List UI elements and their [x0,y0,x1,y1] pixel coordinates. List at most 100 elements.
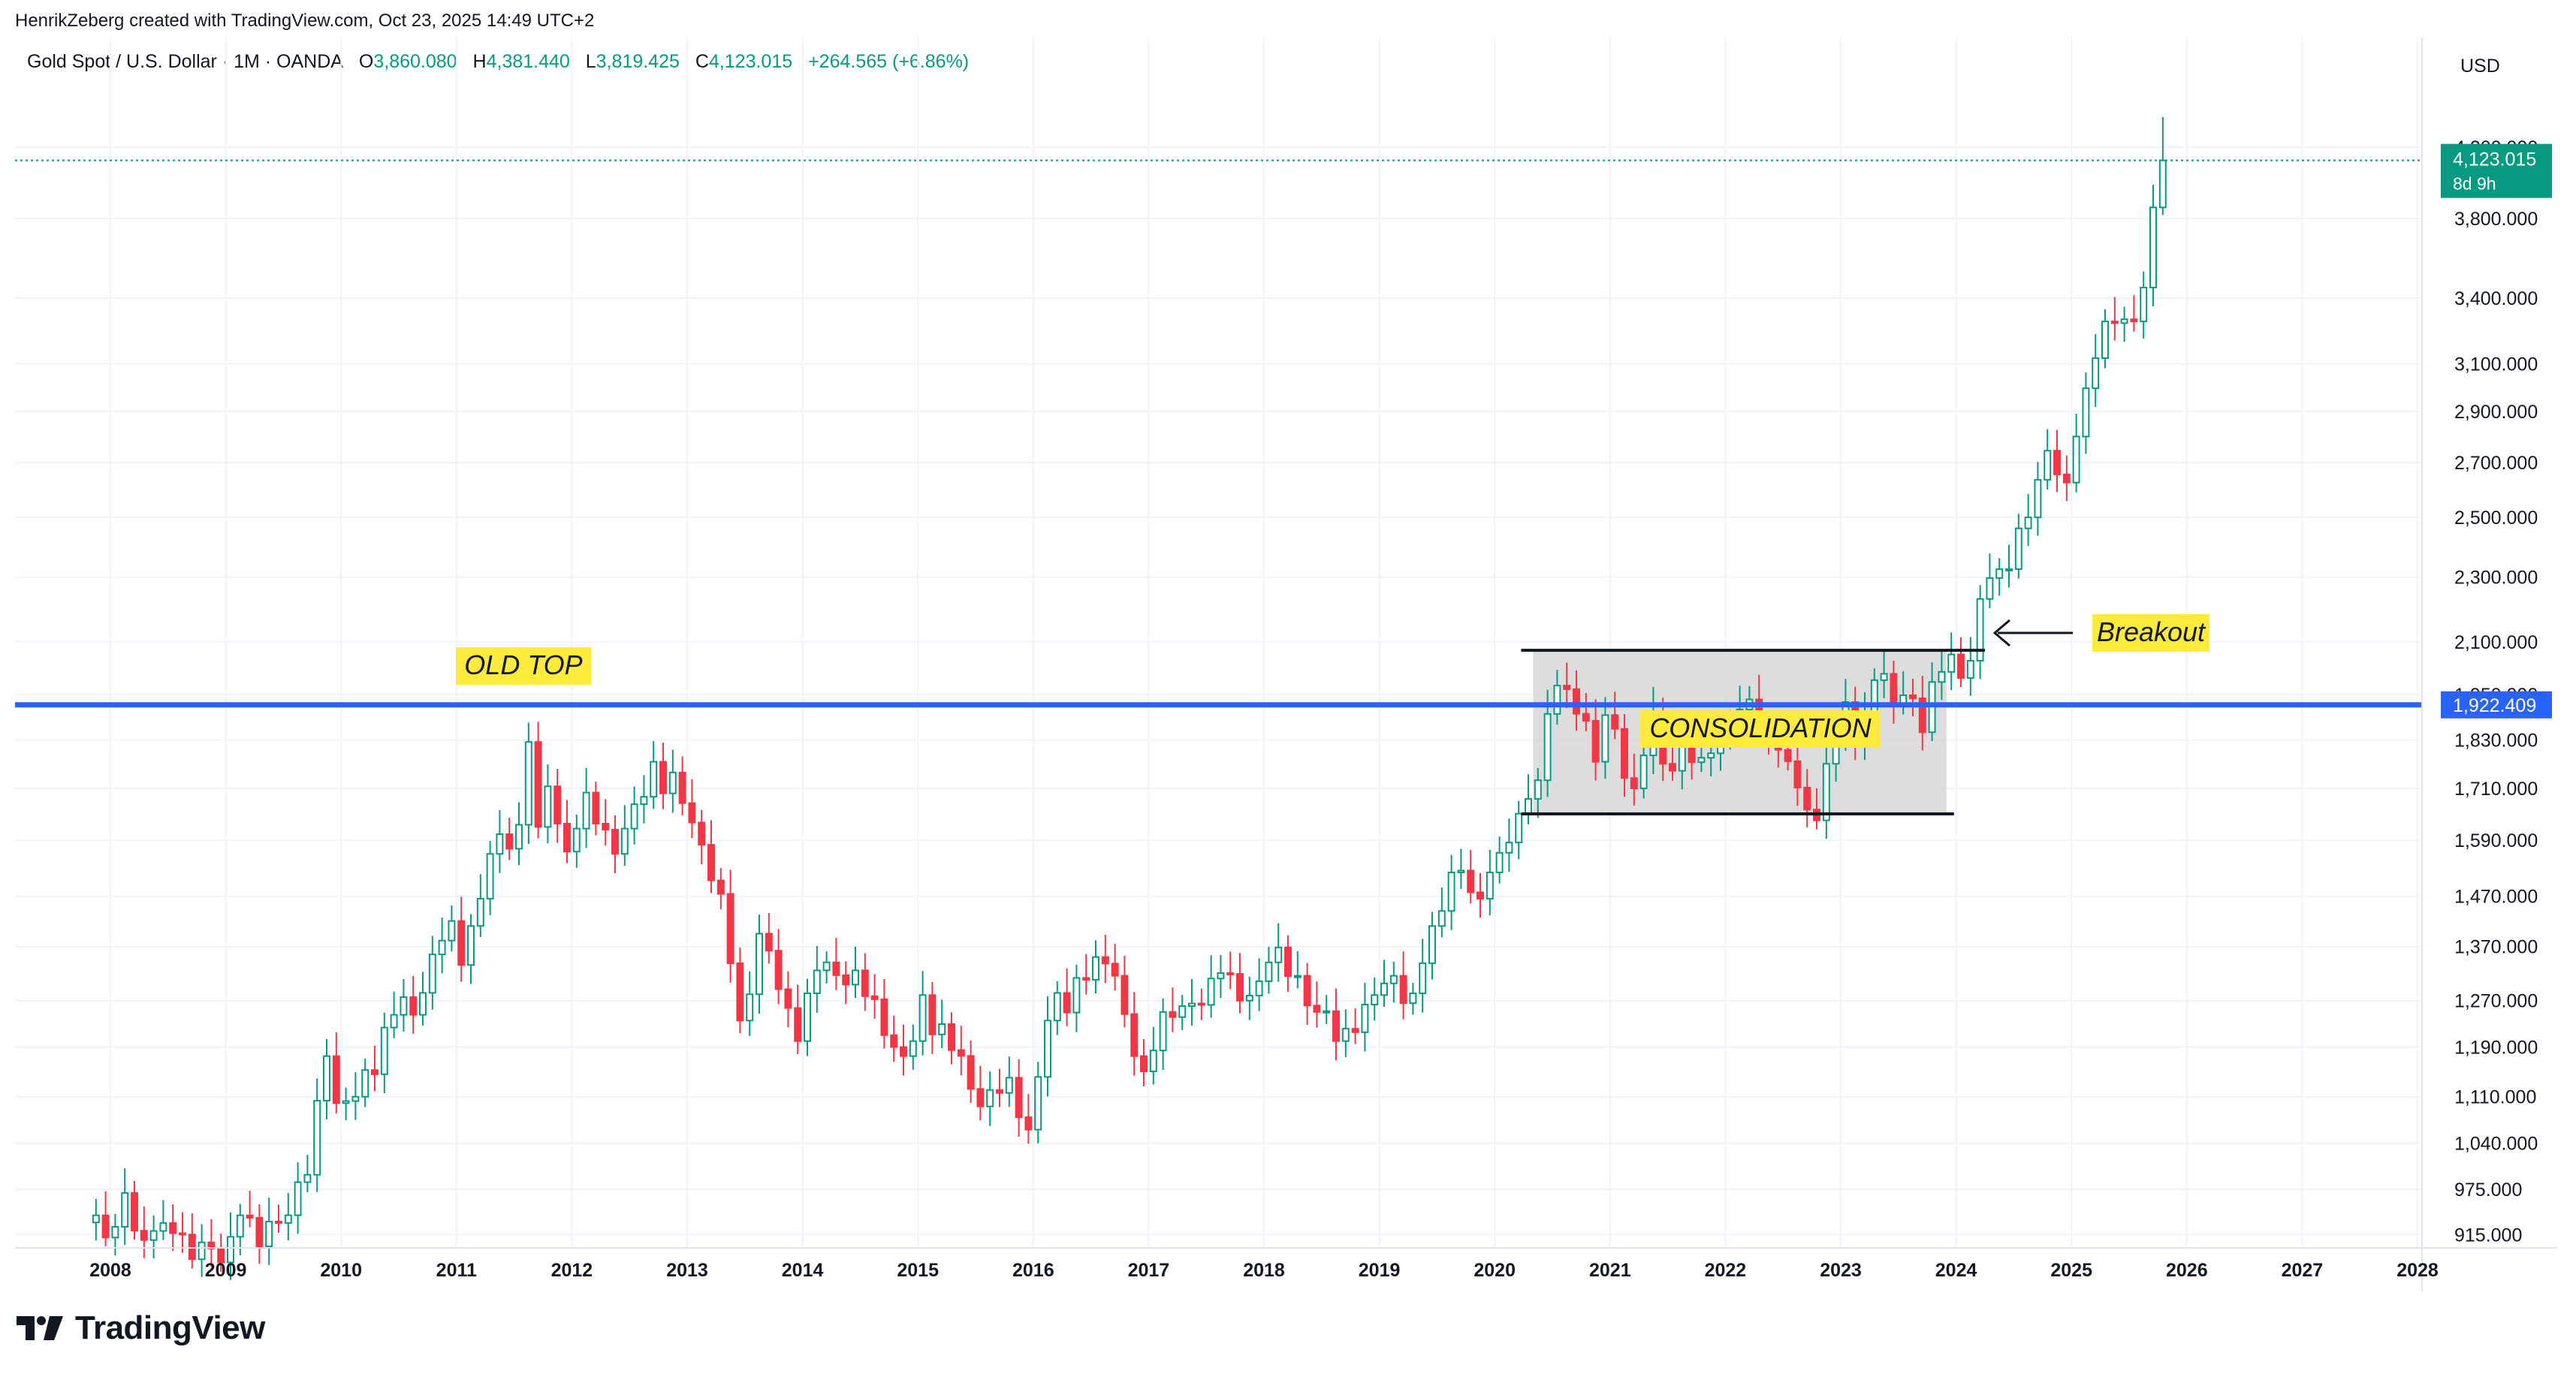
breakout-arrow-icon [1992,619,2010,647]
candle-body [2149,206,2157,289]
annotations: OLD TOP CONSOLIDATION Breakout [456,614,2210,748]
price-tick-label: 3,100.000 [2454,354,2538,375]
candle-body [159,1222,167,1232]
candle-body [121,1192,129,1228]
price-tick-label: 1,270.000 [2454,991,2538,1012]
candle-body [774,950,783,990]
year-tick-label: 2008 [89,1260,131,1281]
breakout-label[interactable]: Breakout [2092,614,2210,652]
change-value: +264.565 (+6.86%) [808,51,970,72]
candle-body [486,853,494,899]
candle-body [1553,685,1561,715]
candle-body [1140,1055,1148,1073]
candle-body [659,761,667,794]
candle-body [756,933,763,996]
consolidation-label[interactable]: CONSOLIDATION [1640,710,1881,748]
candle-body [1591,719,1600,763]
candle-body [111,1225,119,1239]
candle-body [688,802,696,824]
candle-body [1707,752,1715,759]
year-tick-label: 2013 [666,1260,708,1281]
candle-body [438,939,446,956]
candle-body [707,844,715,881]
candle-body [390,1014,398,1029]
candle-body [1293,975,1302,978]
candle-body [1543,713,1552,782]
candle-body [101,1214,110,1239]
year-tick-label: 2018 [1243,1260,1285,1281]
candle-body [313,1099,321,1176]
candle-body [1178,1005,1187,1018]
candle-body [1428,925,1436,964]
candle-body [1063,992,1071,1014]
candle-body [140,1230,148,1241]
candle-body [678,771,686,804]
old-top-label[interactable]: OLD TOP [456,647,591,685]
candle-body [1217,972,1225,980]
candle-body [852,969,859,986]
candle-body [1688,745,1696,764]
candle-body [1053,992,1061,1022]
candle-body [496,833,504,855]
year-tick-label: 2023 [1820,1260,1862,1281]
price-tick-label: 1,830.000 [2454,731,2538,752]
close-value: 4,123.015 [708,51,793,72]
candle-body [1188,1002,1196,1007]
candle-body [323,1055,330,1101]
high-label: H [472,51,487,72]
candle-body [1947,653,1956,673]
candle-body [620,827,629,855]
candle-body [1601,714,1609,763]
candle-body [1669,763,1676,772]
price-axis-background [2418,38,2557,1291]
candle-body [986,1089,994,1107]
price-tick-label: 3,400.000 [2454,288,2538,309]
old-top-label-highlight [456,647,591,685]
candle-body [784,988,792,1009]
candle-body [938,1023,946,1035]
candle-body [1149,1050,1157,1073]
chart-credit: HenrikZeberg created with TradingView.co… [15,11,595,31]
candle-body [1409,993,1417,1005]
candle-body [2120,318,2128,324]
candle-body [813,969,821,994]
candle-body [1957,653,1965,679]
tradingview-brand[interactable]: TradingView [17,1309,265,1347]
candle-body [1419,962,1427,995]
candle-body [736,962,744,1022]
year-tick-label: 2010 [320,1260,362,1281]
level-price-label: 1,922.409 [2453,695,2536,716]
price-tick-label: 1,590.000 [2454,830,2538,851]
candle-body [1351,1028,1359,1033]
year-tick-label: 2020 [1474,1260,1516,1281]
candle-body [1573,688,1580,715]
candle-body [284,1214,292,1224]
year-tick-label: 2025 [2050,1260,2092,1281]
candle-body [419,992,427,1016]
time-axis[interactable]: 2008 2009 2010 2011 2012 2013 2014 2015 2016 2017… [15,1247,2557,1281]
candle-body [227,1236,234,1264]
candle-body [1784,749,1792,762]
symbol-label[interactable]: Gold Spot / U.S. Dollar · 1M · OANDA [27,51,343,72]
candle-body [92,1214,100,1224]
price-axis[interactable]: 915.000 975.000 1,040.000 1,110.000 1,190.00… [2421,38,2552,1291]
candle-body [1015,1077,1023,1118]
year-tick-label: 2027 [2282,1260,2324,1281]
year-tick-label: 2015 [897,1260,939,1281]
candle-body [842,974,850,986]
candle-body [2024,517,2032,529]
candles [92,116,2167,1280]
candle-body [2101,321,2109,360]
currency-label[interactable]: USD [2460,56,2500,77]
candle-body [1918,698,1926,734]
candle-body [2053,450,2061,475]
candle-body [1793,760,1802,788]
candle-body [1582,713,1590,722]
candle-body [1130,1013,1139,1057]
candle-body [1563,685,1571,690]
candle-body [1697,757,1706,764]
candle-body [1303,975,1311,1007]
candle-body [650,761,658,798]
candle-body [188,1234,196,1261]
